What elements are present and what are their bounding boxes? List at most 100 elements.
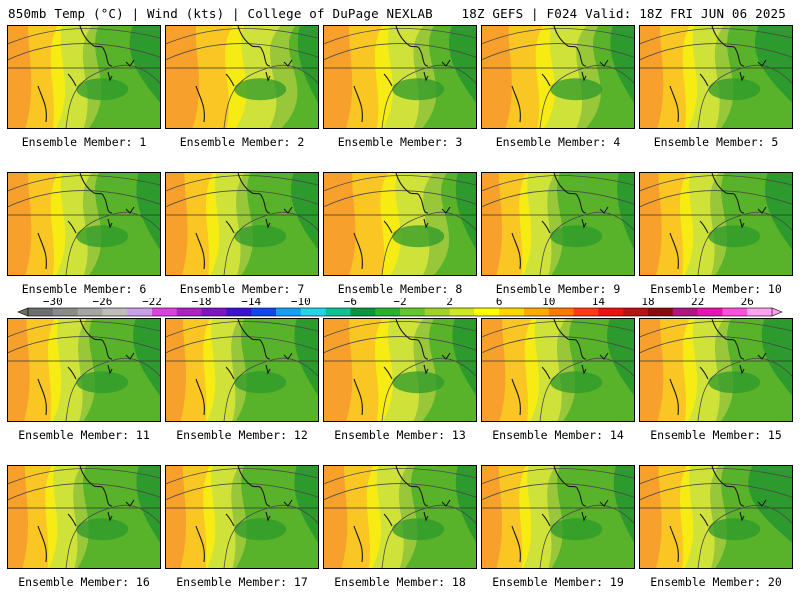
colorbar-swatch [400,308,426,316]
colorbar-swatch [226,308,252,316]
temperature-map [482,26,634,128]
ensemble-member-label: Ensemble Member: 12 [176,428,308,442]
ensemble-member-label: Ensemble Member: 17 [176,575,308,589]
ensemble-member-label: Ensemble Member: 15 [650,428,782,442]
colorbar-swatch [201,308,227,316]
ensemble-map-panel [481,465,635,569]
ensemble-map-panel [7,318,161,422]
ensemble-member-label: Ensemble Member: 16 [18,575,150,589]
colorbar-tick-label: 18 [641,298,654,308]
ensemble-map-panel [639,318,793,422]
colorbar-swatch [499,308,525,316]
colorbar-tick-label: −14 [241,298,261,308]
temperature-map [166,173,318,275]
ensemble-map-panel [323,25,477,129]
colorbar-swatch [152,308,178,316]
ensemble-member-label: Ensemble Member: 18 [334,575,466,589]
temperature-map [8,26,160,128]
ensemble-member-label: Ensemble Member: 5 [653,135,779,149]
colorbar-tick-label: 2 [446,298,453,308]
temperature-map [640,319,792,421]
temperature-map [482,173,634,275]
colorbar-tick-label: −10 [291,298,311,308]
ensemble-member-label: Ensemble Member: 1 [21,135,147,149]
colorbar-tick-label: −6 [344,298,357,308]
colorbar-tick-label: −30 [43,298,63,308]
colorbar-swatch [474,308,500,316]
ensemble-member-label: Ensemble Member: 9 [495,282,621,296]
temperature-colorbar: −30−26−22−18−14−10−6−2261014182226303438… [17,298,783,317]
ensemble-map-panel [639,172,793,276]
ensemble-member-label: Ensemble Member: 10 [650,282,782,296]
ensemble-map-panel [481,25,635,129]
colorbar-swatch [300,308,326,316]
ensemble-map-panel [165,465,319,569]
colorbar-swatch [325,308,351,316]
colorbar-swatch [449,308,475,316]
temperature-map [8,173,160,275]
colorbar-tick-label: 6 [496,298,503,308]
temperature-map [166,466,318,568]
temperature-map [8,466,160,568]
colorbar-swatch [424,308,450,316]
colorbar-swatch [127,308,153,316]
ensemble-member-label: Ensemble Member: 6 [21,282,147,296]
temperature-map [482,319,634,421]
ensemble-member-label: Ensemble Member: 4 [495,135,621,149]
ensemble-map-panel [7,25,161,129]
colorbar-tick-label: −26 [92,298,112,308]
colorbar-swatch [52,308,78,316]
ensemble-map-panel [323,465,477,569]
temperature-map [640,466,792,568]
ensemble-map-panel [165,172,319,276]
colorbar-tick-label: 26 [741,298,754,308]
colorbar-swatch [598,308,624,316]
ensemble-map-panel [165,318,319,422]
ensemble-member-label: Ensemble Member: 8 [337,282,463,296]
ensemble-member-label: Ensemble Member: 14 [492,428,624,442]
ensemble-map-panel [481,172,635,276]
ensemble-map-panel [323,172,477,276]
temperature-map [166,319,318,421]
ensemble-member-label: Ensemble Member: 19 [492,575,624,589]
colorbar-tick-label: −22 [142,298,162,308]
colorbar-tick-label: 22 [691,298,704,308]
ensemble-member-label: Ensemble Member: 20 [650,575,782,589]
ensemble-member-label: Ensemble Member: 3 [337,135,463,149]
temperature-map [324,26,476,128]
colorbar-swatch [176,308,202,316]
colorbar-tick-label: −2 [393,298,406,308]
temperature-map [166,26,318,128]
temperature-map [482,466,634,568]
colorbar-swatch [722,308,748,316]
temperature-map [324,173,476,275]
ensemble-member-label: Ensemble Member: 7 [179,282,305,296]
ensemble-map-panel [639,25,793,129]
colorbar-tick-label: 10 [542,298,555,308]
page-title: 850mb Temp (°C) | Wind (kts) | College o… [8,6,433,21]
ensemble-map-panel [481,318,635,422]
temperature-map [8,319,160,421]
colorbar-swatch [350,308,376,316]
colorbar-tick-label: 14 [592,298,606,308]
colorbar-swatch [623,308,649,316]
temperature-map [640,173,792,275]
ensemble-member-label: Ensemble Member: 2 [179,135,305,149]
ensemble-map-panel [165,25,319,129]
colorbar-swatch [251,308,277,316]
ensemble-map-panel [323,318,477,422]
colorbar-swatch [648,308,674,316]
temperature-map [324,319,476,421]
ensemble-map-panel [7,172,161,276]
colorbar-swatch [28,308,54,316]
ensemble-member-label: Ensemble Member: 11 [18,428,150,442]
temperature-map [324,466,476,568]
colorbar-swatch [524,308,550,316]
colorbar-swatch [697,308,723,316]
colorbar-swatch [276,308,302,316]
colorbar-tick-label: −18 [192,298,212,308]
colorbar-swatch [672,308,698,316]
colorbar-swatch [573,308,599,316]
colorbar-swatch [747,308,773,316]
colorbar-swatch [102,308,128,316]
